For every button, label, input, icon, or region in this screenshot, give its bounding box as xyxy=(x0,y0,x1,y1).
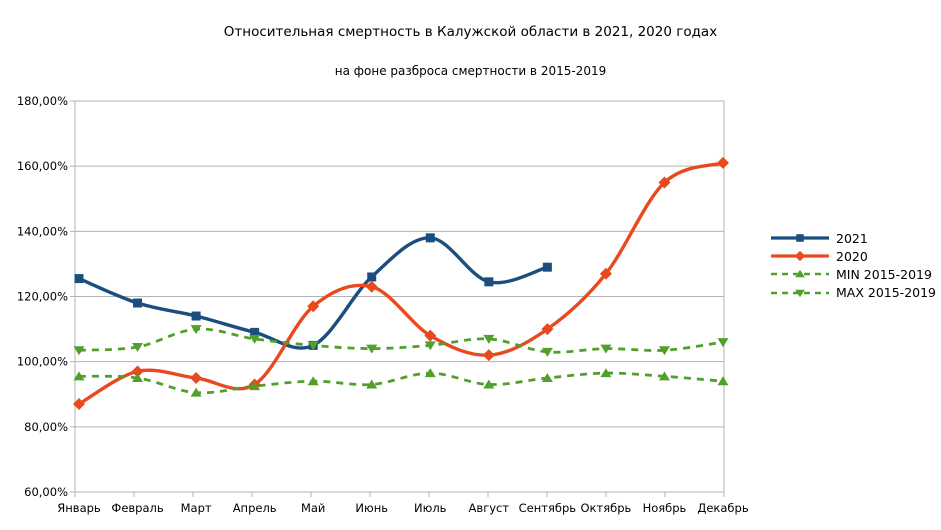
series-marker-triangle-down-max-2015-2019 xyxy=(424,341,436,351)
series-marker-square-2021 xyxy=(425,233,435,243)
series-marker-triangle-up-min-2015-2019 xyxy=(424,368,436,378)
series-line-2021 xyxy=(78,236,548,350)
legend-label-min-2015-2019: MIN 2015-2019 xyxy=(836,266,932,282)
x-axis-label: Июнь xyxy=(355,501,388,515)
legend-swatch-min-2015-2019 xyxy=(771,270,829,278)
legend-swatch-2020 xyxy=(771,250,829,262)
x-axis-label: Апрель xyxy=(233,501,277,515)
series-marker-diamond-2020 xyxy=(190,371,203,384)
series-marker-triangle-down-max-2015-2019 xyxy=(366,344,378,354)
series-marker-triangle-up-min-2015-2019 xyxy=(366,379,378,389)
series-marker-triangle-up-min-2015-2019 xyxy=(483,379,495,389)
series-marker-triangle-up-min-2015-2019 xyxy=(73,371,85,381)
series-marker-diamond-2020 xyxy=(307,300,320,313)
x-axis-label: Август xyxy=(469,501,510,515)
y-axis-label: 180,00% xyxy=(17,94,68,108)
series-marker-triangle-up-min-2015-2019 xyxy=(658,371,670,381)
series-line-max-2015-2019 xyxy=(78,327,724,354)
chart-title: Относительная смертность в Калужской обл… xyxy=(223,24,718,40)
series-marker-triangle-down-max-2015-2019 xyxy=(249,334,261,344)
legend-item-max-2015-2019: MAX 2015-2019 xyxy=(771,284,936,302)
series-marker-diamond-2020 xyxy=(424,329,437,342)
legend-item-2020: 2020 xyxy=(771,247,936,265)
series-marker-triangle-up-min-2015-2019 xyxy=(307,376,319,386)
series-marker-square-2021 xyxy=(191,311,201,321)
series-line-2020 xyxy=(78,161,724,406)
x-axis-label: Сентябрь xyxy=(519,501,577,515)
series-marker-diamond-2020 xyxy=(599,267,612,280)
legend-swatch-max-2015-2019 xyxy=(771,289,829,297)
series-marker-triangle-up-min-2015-2019 xyxy=(190,387,202,397)
y-axis-label: 140,00% xyxy=(17,224,68,238)
series-marker-triangle-down-max-2015-2019 xyxy=(73,346,85,356)
legend-swatch-2021 xyxy=(771,234,829,242)
series-marker-square-2021 xyxy=(250,327,260,337)
series-marker-triangle-down-max-2015-2019 xyxy=(190,325,202,335)
series-marker-triangle-down-max-2015-2019 xyxy=(307,341,319,351)
x-axis-label: Декабрь xyxy=(697,501,748,515)
series-marker-diamond-2020 xyxy=(541,323,554,336)
series-marker-triangle-down-max-2015-2019 xyxy=(132,343,144,353)
x-axis-label: Январь xyxy=(57,501,101,515)
y-axis-label: 160,00% xyxy=(17,159,68,173)
y-axis-label: 100,00% xyxy=(17,355,68,369)
y-axis-label: 60,00% xyxy=(24,485,68,499)
series-marker-diamond-2020 xyxy=(658,176,671,189)
series-marker-triangle-up-min-2015-2019 xyxy=(717,376,729,386)
triangle-up-marker-icon xyxy=(795,270,805,278)
chart-subtitle: на фоне разброса смертности в 2015-2019 xyxy=(334,64,607,78)
series-marker-square-2021 xyxy=(74,274,84,284)
series-marker-diamond-2020 xyxy=(131,365,144,378)
legend-item-min-2015-2019: MIN 2015-2019 xyxy=(771,265,936,283)
square-marker-icon xyxy=(796,234,804,242)
legend-label-2020: 2020 xyxy=(836,248,868,264)
series-marker-triangle-up-min-2015-2019 xyxy=(132,372,144,382)
series-marker-diamond-2020 xyxy=(717,156,729,169)
series-marker-triangle-up-min-2015-2019 xyxy=(249,381,261,391)
x-axis-label: Март xyxy=(181,501,212,515)
series-marker-triangle-down-max-2015-2019 xyxy=(717,338,729,348)
legend-item-2021: 2021 xyxy=(771,229,936,247)
series-marker-triangle-down-max-2015-2019 xyxy=(483,334,495,344)
series-marker-triangle-down-max-2015-2019 xyxy=(658,346,670,356)
y-axis-label: 80,00% xyxy=(24,420,68,434)
legend-label-max-2015-2019: MAX 2015-2019 xyxy=(836,285,937,301)
series-line-min-2015-2019 xyxy=(78,371,724,395)
diamond-marker-icon xyxy=(794,250,806,262)
series-marker-triangle-up-min-2015-2019 xyxy=(541,372,553,382)
triangle-down-marker-icon xyxy=(795,289,805,297)
x-axis-label: Ноябрь xyxy=(643,501,687,515)
series-marker-diamond-2020 xyxy=(365,280,378,293)
x-axis-label: Май xyxy=(301,501,325,515)
x-axis-label: Февраль xyxy=(111,501,163,515)
series-marker-triangle-down-max-2015-2019 xyxy=(600,344,612,354)
series-marker-square-2021 xyxy=(133,298,143,308)
y-axis-label: 120,00% xyxy=(17,290,68,304)
series-marker-square-2021 xyxy=(484,277,494,287)
series-marker-triangle-up-min-2015-2019 xyxy=(600,368,612,378)
legend-label-2021: 2021 xyxy=(836,230,868,246)
series-marker-triangle-down-max-2015-2019 xyxy=(541,347,553,357)
series-marker-diamond-2020 xyxy=(482,349,495,362)
series-marker-diamond-2020 xyxy=(73,398,85,411)
x-axis-label: Октябрь xyxy=(581,501,632,515)
legend: 2021 2020 MIN 2015-2019 MAX 2015-2019 xyxy=(771,229,936,302)
series-marker-square-2021 xyxy=(542,262,552,272)
x-axis-label: Июль xyxy=(414,501,447,515)
series-marker-square-2021 xyxy=(367,272,377,282)
